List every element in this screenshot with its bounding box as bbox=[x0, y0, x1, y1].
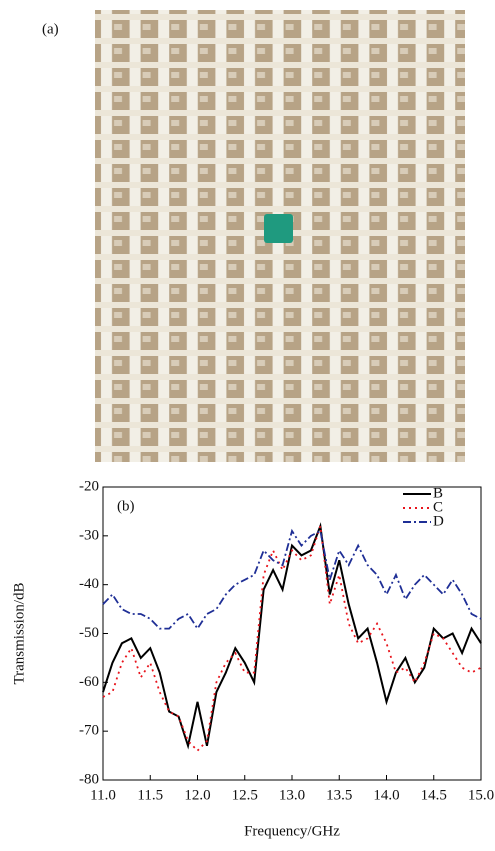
sample bbox=[264, 214, 293, 243]
x-tick-label: 11.5 bbox=[137, 787, 163, 803]
series-line bbox=[102, 522, 482, 750]
legend-label: B bbox=[433, 485, 443, 501]
series-line bbox=[102, 525, 482, 752]
photo bbox=[95, 10, 465, 462]
x-tick-label: 13.5 bbox=[326, 787, 352, 803]
x-tick-label: 13.0 bbox=[279, 787, 305, 803]
photo-label: (a) bbox=[42, 21, 59, 37]
y-tick-label: -70 bbox=[79, 723, 99, 739]
y-axis-label: Transmission/dB bbox=[11, 583, 27, 685]
y-tick-label: -40 bbox=[79, 576, 99, 592]
legend-label: C bbox=[433, 499, 443, 515]
annotation: (b) bbox=[117, 498, 135, 514]
x-tick-label: 11.0 bbox=[90, 787, 116, 803]
x-tick-label: 14.0 bbox=[373, 787, 399, 803]
x-tick-label: 12.5 bbox=[232, 787, 258, 803]
x-axis-label: Frequency/GHz bbox=[244, 823, 340, 839]
y-tick-label: -30 bbox=[79, 527, 99, 543]
x-tick-label: 14.5 bbox=[421, 787, 447, 803]
x-tick-label: 15.0 bbox=[468, 787, 494, 803]
x-tick-label: 12.0 bbox=[184, 787, 210, 803]
y-tick-label: -20 bbox=[79, 478, 99, 494]
series-line bbox=[102, 528, 482, 631]
y-tick-label: -60 bbox=[79, 674, 99, 690]
y-tick-label: -80 bbox=[79, 771, 99, 787]
y-tick-label: -50 bbox=[79, 625, 99, 641]
legend-label: D bbox=[433, 513, 444, 529]
chart: -80 -70 -60 -50 -40 -30 -20 11.0 11.5 12.0 12.5 13.… bbox=[11, 478, 494, 839]
